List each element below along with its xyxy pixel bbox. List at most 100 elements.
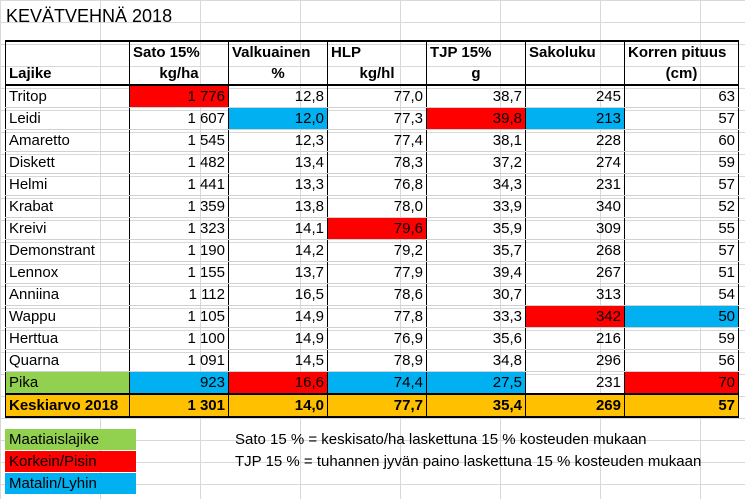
value-cell[interactable]: 59 [624, 327, 739, 350]
unit-cell[interactable]: % [228, 63, 328, 86]
average-cell[interactable]: 14,0 [228, 393, 328, 418]
value-cell[interactable]: 309 [525, 217, 625, 240]
value-cell[interactable]: 231 [525, 371, 625, 394]
value-cell[interactable]: 30,7 [426, 283, 526, 306]
value-cell[interactable]: 14,5 [228, 349, 328, 372]
value-cell[interactable]: 12,0 [228, 107, 328, 130]
value-cell[interactable]: 55 [624, 217, 739, 240]
variety-name-cell[interactable]: Herttua [5, 327, 130, 350]
value-cell[interactable]: 51 [624, 261, 739, 284]
variety-name-cell[interactable]: Amaretto [5, 129, 130, 152]
variety-name-cell[interactable]: Leidi [5, 107, 130, 130]
unit-cell[interactable]: (cm) [624, 63, 739, 86]
variety-name-cell[interactable]: Pika [5, 371, 130, 394]
value-cell[interactable]: 216 [525, 327, 625, 350]
value-cell[interactable]: 78,3 [327, 151, 427, 174]
value-cell[interactable]: 57 [624, 107, 739, 130]
value-cell[interactable]: 14,9 [228, 305, 328, 328]
value-cell[interactable]: 70 [624, 371, 739, 394]
value-cell[interactable]: 14,9 [228, 327, 328, 350]
variety-name-cell[interactable]: Diskett [5, 151, 130, 174]
value-cell[interactable]: 12,8 [228, 85, 328, 108]
value-cell[interactable]: 77,4 [327, 129, 427, 152]
value-cell[interactable]: 1 155 [129, 261, 229, 284]
value-cell[interactable]: 76,8 [327, 173, 427, 196]
value-cell[interactable]: 313 [525, 283, 625, 306]
variety-name-cell[interactable]: Krabat [5, 195, 130, 218]
value-cell[interactable]: 1 105 [129, 305, 229, 328]
value-cell[interactable]: 1 100 [129, 327, 229, 350]
value-cell[interactable]: 14,2 [228, 239, 328, 262]
value-cell[interactable]: 60 [624, 129, 739, 152]
average-cell[interactable]: 1 301 [129, 393, 229, 418]
value-cell[interactable]: 14,1 [228, 217, 328, 240]
value-cell[interactable]: 13,8 [228, 195, 328, 218]
value-cell[interactable]: 27,5 [426, 371, 526, 394]
header-cell[interactable]: HLP [327, 40, 427, 63]
value-cell[interactable]: 340 [525, 195, 625, 218]
value-cell[interactable]: 78,0 [327, 195, 427, 218]
value-cell[interactable]: 1 323 [129, 217, 229, 240]
value-cell[interactable]: 63 [624, 85, 739, 108]
value-cell[interactable]: 267 [525, 261, 625, 284]
value-cell[interactable]: 228 [525, 129, 625, 152]
variety-name-cell[interactable]: Quarna [5, 349, 130, 372]
variety-name-cell[interactable]: Anniina [5, 283, 130, 306]
unit-cell[interactable]: kg/hl [327, 63, 427, 86]
header-cell[interactable] [5, 40, 130, 63]
variety-name-cell[interactable]: Kreivi [5, 217, 130, 240]
value-cell[interactable]: 1 607 [129, 107, 229, 130]
value-cell[interactable]: 1 091 [129, 349, 229, 372]
value-cell[interactable]: 296 [525, 349, 625, 372]
value-cell[interactable]: 1 776 [129, 85, 229, 108]
value-cell[interactable]: 213 [525, 107, 625, 130]
note-yield[interactable]: Sato 15 % = keskisato/ha laskettuna 15 %… [235, 431, 647, 448]
legend-highest[interactable]: Korkein/Pisin [5, 451, 136, 472]
value-cell[interactable]: 231 [525, 173, 625, 196]
value-cell[interactable]: 39,8 [426, 107, 526, 130]
unit-cell[interactable] [525, 63, 625, 86]
value-cell[interactable]: 57 [624, 173, 739, 196]
average-label[interactable]: Keskiarvo 2018 [5, 393, 130, 418]
value-cell[interactable]: 274 [525, 151, 625, 174]
value-cell[interactable]: 13,3 [228, 173, 328, 196]
value-cell[interactable]: 50 [624, 305, 739, 328]
value-cell[interactable]: 1 545 [129, 129, 229, 152]
header-cell[interactable]: TJP 15% [426, 40, 526, 63]
header-cell[interactable]: Sakoluku [525, 40, 625, 63]
value-cell[interactable]: 16,5 [228, 283, 328, 306]
value-cell[interactable]: 79,6 [327, 217, 427, 240]
variety-name-cell[interactable]: Demonstrant [5, 239, 130, 262]
value-cell[interactable]: 13,4 [228, 151, 328, 174]
value-cell[interactable]: 1 359 [129, 195, 229, 218]
legend-lowest[interactable]: Matalin/Lyhin [5, 473, 136, 494]
value-cell[interactable]: 923 [129, 371, 229, 394]
value-cell[interactable]: 74,4 [327, 371, 427, 394]
average-cell[interactable]: 35,4 [426, 393, 526, 418]
value-cell[interactable]: 52 [624, 195, 739, 218]
value-cell[interactable]: 1 190 [129, 239, 229, 262]
unit-cell[interactable]: kg/ha [129, 63, 229, 86]
value-cell[interactable]: 33,9 [426, 195, 526, 218]
variety-name-cell[interactable]: Wappu [5, 305, 130, 328]
value-cell[interactable]: 1 441 [129, 173, 229, 196]
average-cell[interactable]: 57 [624, 393, 739, 418]
variety-name-cell[interactable]: Helmi [5, 173, 130, 196]
average-cell[interactable]: 77,7 [327, 393, 427, 418]
value-cell[interactable]: 77,9 [327, 261, 427, 284]
average-cell[interactable]: 269 [525, 393, 625, 418]
value-cell[interactable]: 76,9 [327, 327, 427, 350]
value-cell[interactable]: 38,7 [426, 85, 526, 108]
value-cell[interactable]: 12,3 [228, 129, 328, 152]
value-cell[interactable]: 35,6 [426, 327, 526, 350]
value-cell[interactable]: 59 [624, 151, 739, 174]
value-cell[interactable]: 77,3 [327, 107, 427, 130]
value-cell[interactable]: 38,1 [426, 129, 526, 152]
unit-cell[interactable]: g [426, 63, 526, 86]
variety-name-cell[interactable]: Tritop [5, 85, 130, 108]
value-cell[interactable]: 79,2 [327, 239, 427, 262]
value-cell[interactable]: 1 112 [129, 283, 229, 306]
value-cell[interactable]: 34,3 [426, 173, 526, 196]
value-cell[interactable]: 54 [624, 283, 739, 306]
value-cell[interactable]: 77,0 [327, 85, 427, 108]
